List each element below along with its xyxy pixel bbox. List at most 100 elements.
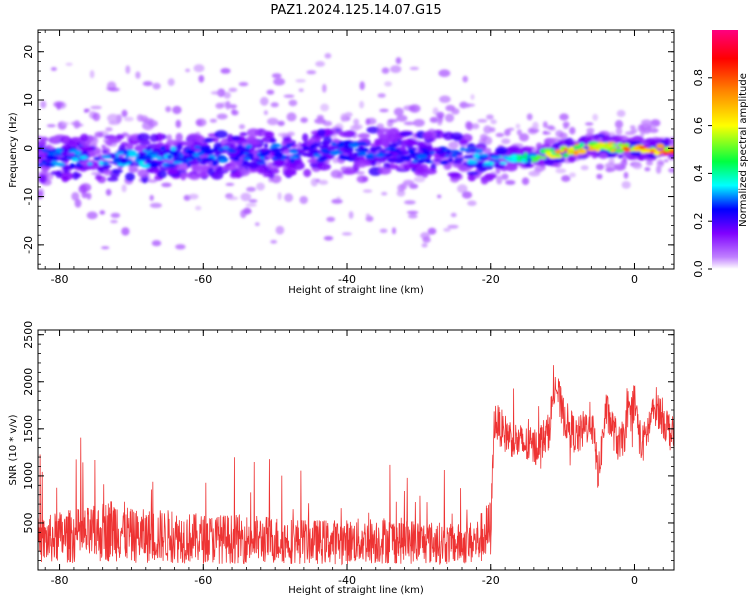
spectrogram-ridge-mark [47, 149, 54, 153]
spectrogram-band-mark [416, 165, 425, 174]
spectrogram-noise-mark [326, 216, 336, 222]
spectrogram-noise-mark [437, 194, 442, 199]
spectrogram-noise-mark [504, 128, 511, 137]
spectrogram-ridge-mark [101, 154, 112, 159]
spectrogram-ridge-mark [614, 148, 625, 153]
spectrogram-ridge-mark [102, 150, 108, 153]
spectrogram-ridge-mark [41, 148, 50, 153]
spectrogram-ridge-mark [318, 145, 329, 149]
spectrogram-ridge-mark [126, 149, 134, 153]
spectrogram-ridge-mark [356, 151, 367, 157]
snr-ytick-label: 500 [22, 512, 35, 533]
spectrogram-noise-mark [632, 162, 643, 170]
spectrogram-ridge-mark [289, 156, 298, 159]
spectrogram-ridge-mark [541, 156, 547, 160]
spectrogram-ridge-mark [302, 146, 310, 151]
spectrogram-ridge-mark [634, 145, 641, 151]
spectrogram-ridge-mark [430, 151, 435, 155]
spectrogram-band-mark [519, 147, 529, 154]
spectrogram-noise-mark [216, 113, 228, 120]
spectrogram-ridge-mark [259, 151, 270, 157]
spectrogram-ridge-mark [493, 159, 500, 163]
spectrogram-noise-mark [543, 130, 548, 135]
spectrogram-ridge-mark [182, 155, 189, 160]
spectrogram-noise-mark [596, 173, 603, 180]
spectrogram-xtick-label: 0 [631, 273, 638, 286]
spectrogram-band-mark [378, 167, 392, 175]
spectrogram-ytick-label: 20 [22, 45, 35, 59]
spectrogram-noise-mark [397, 184, 406, 192]
spectrogram-noise-mark [198, 75, 205, 83]
spectrogram-noise-mark [439, 95, 451, 103]
spectrogram-noise-mark [110, 212, 121, 218]
spectrogram-ridge-mark [55, 149, 62, 154]
spectrogram-noise-mark [604, 162, 617, 169]
spectrogram-noise-mark [595, 163, 605, 171]
spectrogram-band-mark [407, 138, 414, 147]
spectrogram-ridge-mark [79, 155, 88, 160]
spectrogram-ridge-mark [142, 156, 153, 159]
spectrogram-ridge-mark [71, 157, 80, 162]
spectrogram-band-mark [495, 146, 508, 155]
spectrogram-noise-mark [256, 182, 265, 191]
spectrogram-noise-mark [490, 119, 497, 125]
spectrogram-ridge-mark [365, 155, 375, 160]
spectrogram-band-mark [617, 154, 624, 159]
colorbar: 0.0 0.2 0.4 0.6 0.8 Normalized spectral ampl… [692, 30, 749, 278]
spectrogram-ridge-mark [197, 151, 204, 156]
spectrogram-noise-mark [501, 173, 509, 180]
spectrogram-ytick-label: -20 [22, 236, 35, 254]
spectrogram-noise-mark [429, 116, 439, 123]
spectrogram-ridge-mark [523, 152, 528, 157]
spectrogram-ridge-mark [246, 153, 255, 158]
spectrogram-band-mark [175, 132, 183, 142]
spectrogram-ridge-mark [102, 164, 112, 168]
spectrogram-noise-mark [396, 114, 408, 122]
spectrogram-noise-mark [107, 113, 119, 123]
spectrogram-ridge-mark [385, 153, 394, 157]
colorbar-tick-label: 0.0 [692, 260, 705, 278]
spectrogram-noise-mark [38, 190, 44, 200]
spectrogram-xtick-label: -40 [338, 273, 356, 286]
spectrogram-band-mark [139, 139, 151, 146]
spectrogram-ridge-mark [318, 155, 328, 161]
spectrogram-ridge-mark [186, 149, 196, 155]
spectrogram-noise-mark [457, 184, 468, 194]
spectrogram-ridge-mark [54, 162, 65, 167]
spectrogram-noise-mark [377, 93, 386, 98]
spectrogram-noise-mark [175, 244, 186, 250]
spectrogram-band-mark [247, 128, 260, 137]
spectrogram-noise-mark [74, 123, 84, 127]
spectrogram-noise-mark [101, 246, 110, 250]
spectrogram-ridge-mark [352, 152, 359, 156]
spectrogram-ridge-mark [528, 152, 537, 156]
spectrogram-noise-mark [616, 109, 626, 118]
spectrogram-noise-mark [637, 124, 644, 132]
spectrogram-ridge-mark [310, 144, 315, 150]
spectrogram-band-mark [221, 165, 229, 171]
spectrogram-noise-mark [663, 159, 669, 163]
spectrogram-ridge-mark [194, 145, 201, 149]
spectrogram-band-mark [588, 150, 597, 155]
spectrogram-noise-mark [74, 198, 82, 208]
spectrogram-noise-mark [318, 179, 329, 185]
spectrogram-noise-mark [110, 219, 118, 224]
spectrogram-noise-mark [314, 118, 326, 124]
spectrogram-noise-mark [246, 186, 256, 192]
spectrogram-ridge-mark [38, 163, 43, 167]
snr-ytick-label: 1000 [22, 462, 35, 490]
spectrogram-ridge-mark [416, 154, 428, 160]
spectrogram-ridge-mark [50, 152, 56, 155]
spectrogram-ridge-mark [75, 164, 84, 168]
spectrogram-noise-mark [495, 132, 505, 138]
spectrogram-ridge-mark [386, 157, 398, 163]
spectrogram-ridge-mark [45, 154, 55, 159]
spectrogram-ridge-mark [563, 148, 568, 152]
spectrogram-ridge-mark [389, 148, 395, 152]
spectrogram-noise-mark [86, 192, 92, 200]
spectrogram-ridge-mark [283, 156, 290, 159]
snr-xlabel: Height of straight line (km) [288, 585, 424, 596]
spectrogram-ridge-mark [296, 152, 304, 156]
spectrogram-band-mark [317, 163, 331, 171]
spectrogram-noise-mark [188, 193, 199, 200]
